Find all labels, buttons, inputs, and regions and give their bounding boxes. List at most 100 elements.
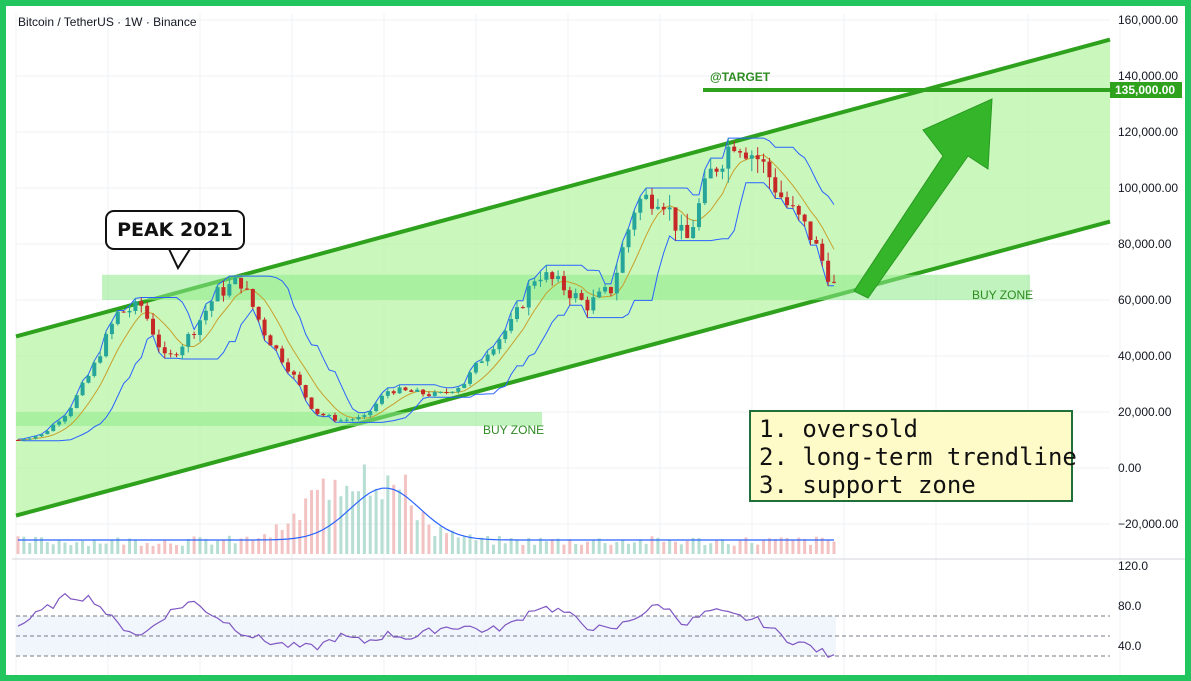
volume-bar <box>468 534 472 554</box>
candle-body <box>174 354 179 356</box>
volume-bar <box>597 538 601 554</box>
candle-body <box>379 395 384 404</box>
candle-body <box>468 372 473 384</box>
candle-body <box>109 323 114 335</box>
candle-body <box>456 388 461 392</box>
candle-body <box>327 415 332 417</box>
callout-pointer-icon <box>167 248 192 271</box>
price-tick-label: −20,000.00 <box>1118 517 1179 531</box>
volume-bar <box>767 538 771 554</box>
candle-body <box>732 146 737 152</box>
volume-bar <box>122 544 126 554</box>
candle-body <box>538 279 543 282</box>
candle-body <box>286 362 291 372</box>
candle-body <box>661 206 666 210</box>
candle-body <box>250 289 255 307</box>
candle-body <box>432 392 437 396</box>
volume-bar <box>245 536 249 554</box>
volume-bar <box>169 543 173 554</box>
candle-body <box>743 152 748 159</box>
volume-bar <box>615 542 619 554</box>
volume-bar <box>39 537 43 554</box>
candle-body <box>755 155 760 160</box>
candle-body <box>785 197 790 206</box>
chart-title: Bitcoin / TetherUS · 1W · Binance <box>18 15 197 29</box>
chart-canvas[interactable]: BUY ZONE BUY ZONE @TARGET 160,000.00 140,0… <box>6 6 1191 681</box>
rsi-tick-label: 40.0 <box>1118 639 1142 653</box>
volume-bar <box>685 540 689 554</box>
volume-bar <box>580 544 584 554</box>
candle-body <box>826 260 831 282</box>
candle-body <box>796 205 801 215</box>
volume-bar <box>756 544 760 554</box>
note-item: 2. long-term trendline <box>759 443 1077 471</box>
candle-body <box>104 334 109 357</box>
candle-body <box>544 272 549 280</box>
volume-bar <box>86 545 90 554</box>
volume-bar <box>16 536 20 554</box>
candle-body <box>16 440 20 441</box>
candle-body <box>403 387 408 391</box>
volume-bar <box>351 491 355 554</box>
candle-body <box>526 285 531 308</box>
candle-body <box>708 168 713 179</box>
volume-bar <box>820 537 824 554</box>
candle-body <box>397 387 402 394</box>
rsi-pane <box>16 592 1110 659</box>
candle-body <box>256 306 261 320</box>
volume-bar <box>151 545 155 554</box>
volume-bar <box>785 538 789 554</box>
volume-bar <box>456 537 460 554</box>
candle-body <box>192 334 197 336</box>
volume-bar <box>521 545 525 554</box>
candle-body <box>368 411 373 416</box>
volume-bar <box>145 543 149 554</box>
volume-bar <box>398 489 402 554</box>
candle-body <box>685 224 690 239</box>
volume-bar <box>809 545 813 554</box>
volume-bar <box>221 539 225 554</box>
candle-body <box>121 311 126 313</box>
volume-bar <box>627 543 631 554</box>
band-lower-line <box>17 182 834 442</box>
candle-body <box>168 353 173 355</box>
candle-body <box>485 354 490 362</box>
volume-bar <box>304 498 308 554</box>
volume-bar <box>81 540 85 554</box>
candle-body <box>479 361 484 363</box>
candle-body <box>573 293 578 299</box>
volume-bar <box>697 538 701 554</box>
volume-bar <box>445 533 449 554</box>
volume-bar <box>22 536 26 554</box>
price-tick-label: 160,000.00 <box>1118 13 1178 27</box>
volume-bar <box>644 543 648 554</box>
volume-bar <box>180 545 184 554</box>
candle-body <box>333 415 338 421</box>
candle-body <box>415 389 420 392</box>
candle-body <box>98 356 103 363</box>
candle-body <box>767 161 772 178</box>
price-tick-label: 60,000.00 <box>1118 293 1172 307</box>
candle-body <box>309 397 314 409</box>
volume-bar <box>315 489 319 554</box>
candle-body <box>374 403 379 412</box>
target-price-badge <box>1110 82 1182 98</box>
volume-bar <box>157 543 161 554</box>
volume-bar <box>75 542 79 554</box>
candle-body <box>197 320 202 335</box>
band-upper-line <box>17 137 835 440</box>
volume-bar <box>216 540 220 554</box>
volume-bar <box>280 529 284 554</box>
candle-body <box>139 301 144 306</box>
volume-bar <box>368 495 372 554</box>
volume-bar <box>268 537 272 554</box>
volume-bar <box>380 499 384 554</box>
volume-bar <box>133 539 137 554</box>
candle-body <box>655 206 660 209</box>
candle-body <box>33 436 38 439</box>
volume-bar <box>257 538 261 554</box>
volume-bar <box>439 526 443 554</box>
candle-body <box>614 272 619 294</box>
volume-bar <box>192 536 196 554</box>
volume-bar <box>773 539 777 554</box>
